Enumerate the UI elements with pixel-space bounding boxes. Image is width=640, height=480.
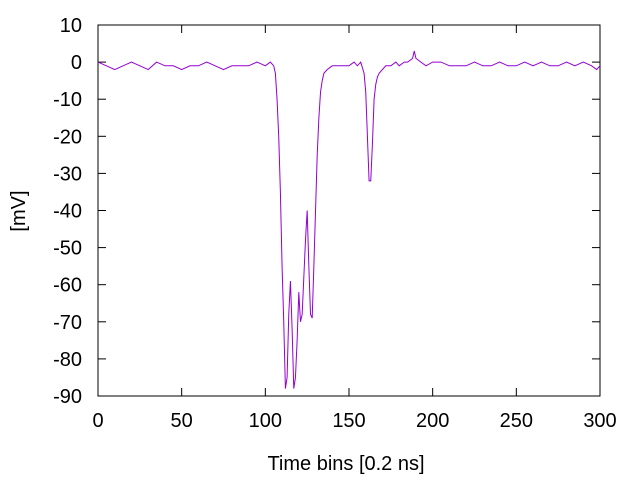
y-tick-label: -20 bbox=[53, 126, 82, 148]
x-tick-label: 250 bbox=[500, 410, 533, 432]
x-tick-label: 300 bbox=[583, 410, 616, 432]
tick-labels: 0 50 100 150 200 250 300100-10-20-30-40-50-60-… bbox=[53, 15, 617, 432]
series-line bbox=[97, 50, 601, 389]
y-tick-label: -10 bbox=[53, 89, 82, 111]
x-tick-label: 0 bbox=[92, 410, 103, 432]
x-tick-label: 50 bbox=[171, 410, 193, 432]
ticks bbox=[97, 24, 601, 397]
y-tick-label: -90 bbox=[53, 386, 82, 408]
y-tick-label: 0 bbox=[71, 52, 82, 74]
y-tick-label: 10 bbox=[60, 15, 82, 37]
y-tick-label: -50 bbox=[53, 238, 82, 260]
y-axis-label: [mV] bbox=[8, 190, 30, 231]
y-tick-label: -70 bbox=[53, 312, 82, 334]
x-tick-label: 200 bbox=[416, 410, 449, 432]
y-tick-label: -60 bbox=[53, 275, 82, 297]
x-tick-label: 150 bbox=[332, 410, 365, 432]
x-tick-label: 100 bbox=[249, 410, 282, 432]
plot-frame bbox=[97, 24, 601, 397]
y-tick-label: -40 bbox=[53, 201, 82, 223]
y-tick-label: -30 bbox=[53, 163, 82, 185]
x-axis-label: Time bins [0.2 ns] bbox=[267, 453, 424, 475]
y-tick-label: -80 bbox=[53, 349, 82, 371]
